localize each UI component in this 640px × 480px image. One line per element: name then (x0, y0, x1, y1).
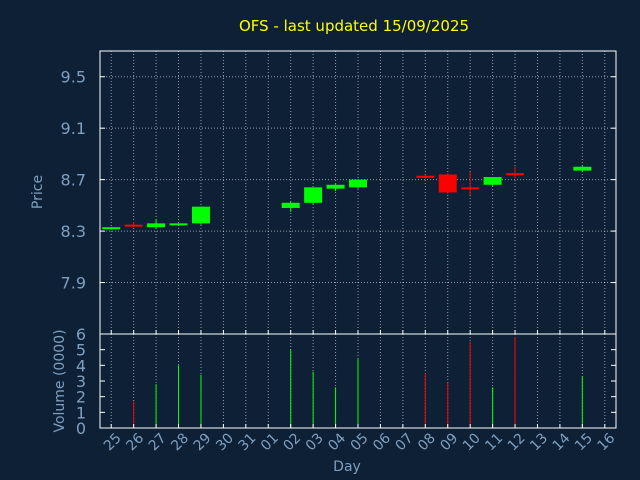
x-axis-ticks: 2526272829303101020304050607080910111213… (101, 330, 618, 454)
volume-tick-label: 0 (76, 419, 86, 438)
volume-axis-label: Volume (0000) (52, 329, 68, 432)
candle-body (483, 177, 502, 185)
volume-bars (133, 337, 583, 428)
candle-body (461, 187, 480, 190)
price-tick-label: 8.3 (61, 222, 86, 241)
candle-body (124, 224, 143, 227)
x-axis-label: Day (333, 459, 361, 475)
candle-body (438, 174, 457, 193)
candle-body (169, 223, 188, 226)
price-tick-label: 9.5 (61, 68, 86, 87)
candle-body (304, 187, 323, 203)
volume-tick-label: 6 (76, 325, 86, 344)
candle-body (349, 179, 367, 188)
candle-body (506, 173, 525, 176)
candle-body (281, 202, 300, 208)
candle-body (573, 166, 592, 171)
price-axis-ticks: 7.9 8.3 8.7 9.1 9.5 (61, 68, 616, 293)
candle-body (102, 227, 121, 230)
price-tick-label: 7.9 (61, 274, 86, 293)
candle-body (416, 175, 435, 178)
volume-tick-label: 4 (76, 356, 86, 375)
price-tick-label: 9.1 (61, 119, 86, 138)
price-candles (102, 165, 592, 230)
candle-body (191, 206, 210, 224)
price-tick-label: 8.7 (61, 171, 86, 190)
chart-title: OFS - last updated 15/09/2025 (239, 17, 469, 35)
volume-tick-label: 1 (76, 403, 86, 422)
price-axis-label: Price (30, 175, 46, 209)
volume-tick-label: 5 (76, 341, 86, 360)
candle-body (147, 223, 166, 228)
candle-body (326, 184, 345, 189)
volume-tick-label: 2 (76, 388, 86, 407)
volume-tick-label: 3 (76, 372, 86, 391)
